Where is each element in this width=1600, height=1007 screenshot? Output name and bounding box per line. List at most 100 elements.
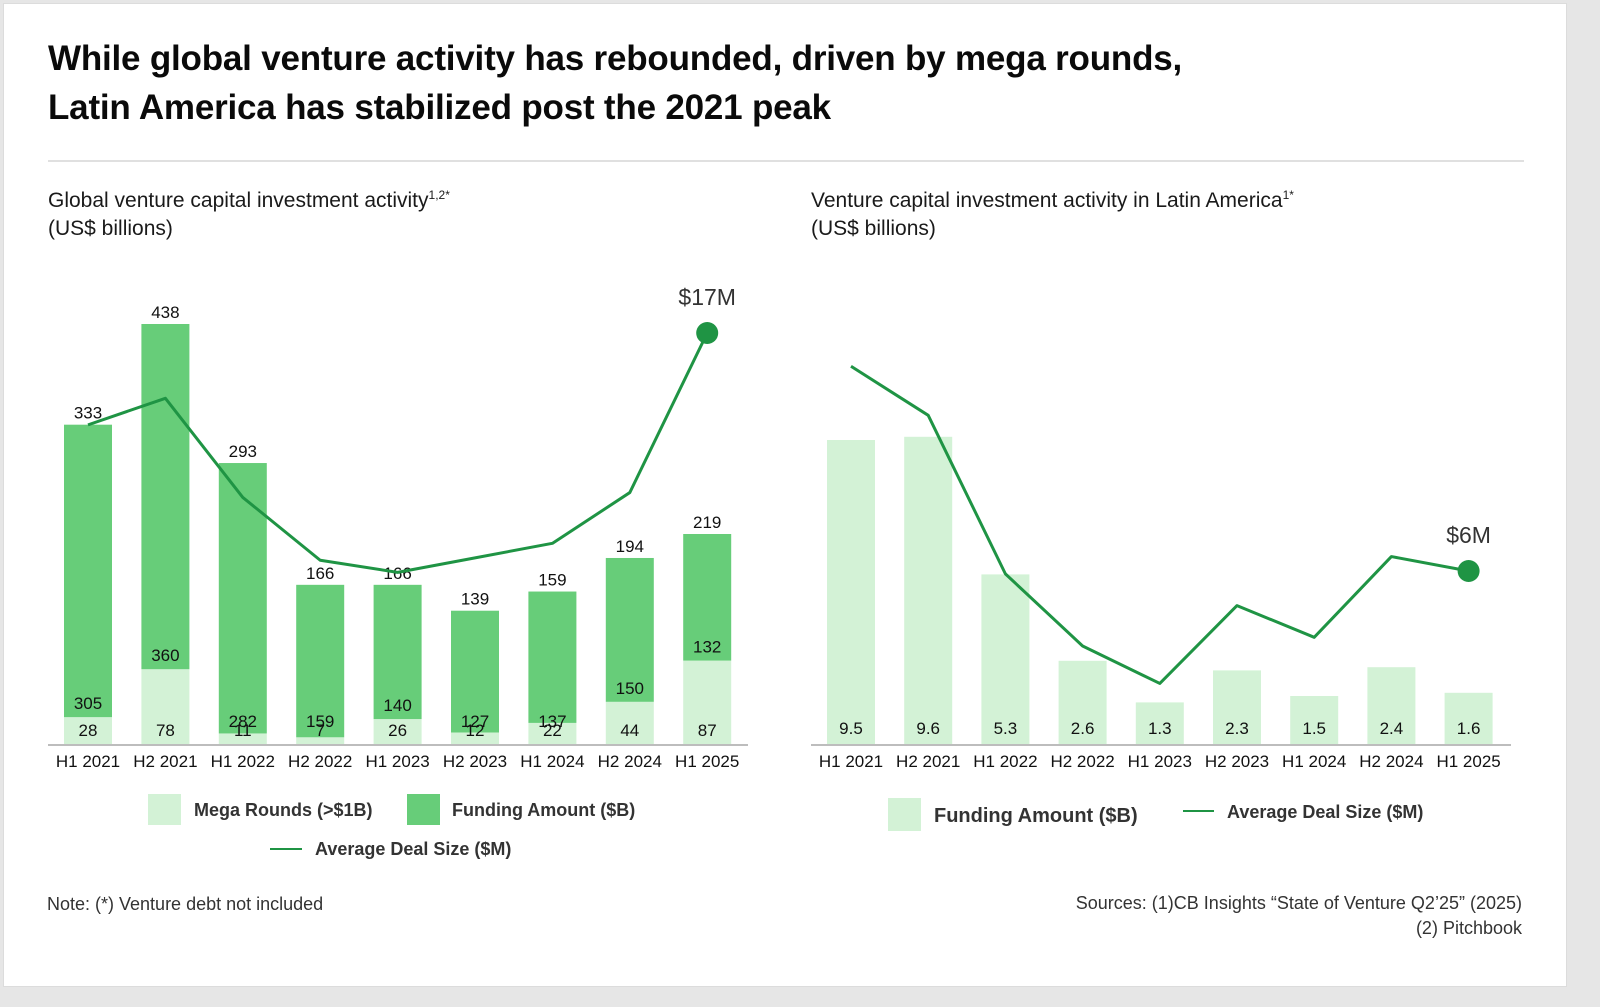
latam-funding-label: 1.3 <box>1148 719 1172 738</box>
mega-rounds-bar <box>605 701 654 744</box>
mega-rounds-bar <box>683 660 732 744</box>
funding-bar <box>141 324 190 670</box>
latam-funding-bar <box>1290 696 1339 744</box>
mega-rounds-label: 22 <box>543 721 562 740</box>
total-label: 139 <box>461 590 489 609</box>
funding-bar <box>451 610 499 733</box>
mega-rounds-bar <box>64 717 112 744</box>
x-tick-label: H1 2022 <box>973 752 1037 771</box>
x-tick-label: H1 2021 <box>56 752 120 771</box>
page-title: While global venture activity has reboun… <box>48 34 1182 132</box>
latam-avg-deal-size-line <box>850 365 1469 685</box>
total-label: 166 <box>306 564 334 583</box>
latam-funding-label: 2.4 <box>1380 719 1404 738</box>
legend-latam-funding-swatch <box>888 798 921 831</box>
mega-rounds-bar <box>218 733 267 744</box>
left-subtitle-text: Global venture capital investment activi… <box>48 189 429 212</box>
funding-label: 127 <box>461 712 489 731</box>
x-tick-label: H1 2021 <box>819 752 883 771</box>
x-tick-label: H2 2023 <box>443 752 507 771</box>
sources: Sources: (1)CB Insights “State of Ventur… <box>1076 891 1522 941</box>
funding-bar <box>218 463 267 734</box>
funding-bar <box>605 557 654 702</box>
avg-deal-size-end-marker <box>696 322 719 344</box>
mega-rounds-bar <box>451 732 499 744</box>
total-label: 194 <box>616 537 644 556</box>
funding-label: 132 <box>693 638 721 657</box>
right-subtitle-footnote: 1* <box>1282 188 1294 202</box>
funding-bar <box>296 584 345 738</box>
mega-rounds-label: 28 <box>79 721 98 740</box>
mega-rounds-bar <box>528 722 577 744</box>
mega-rounds-bar <box>373 719 422 744</box>
total-label: 159 <box>538 571 566 590</box>
total-label: 293 <box>229 442 257 461</box>
latam-funding-label: 1.5 <box>1302 719 1326 738</box>
funding-label: 140 <box>383 696 411 715</box>
mega-rounds-label: 87 <box>698 721 717 740</box>
latam-funding-bar <box>981 574 1030 744</box>
x-tick-label: H1 2023 <box>1128 752 1192 771</box>
total-label: 438 <box>151 303 179 322</box>
latam-funding-bar <box>827 440 875 744</box>
funding-label: 360 <box>151 646 179 665</box>
x-tick-label: H2 2024 <box>1359 752 1423 771</box>
avg-deal-size-end-label: $17M <box>678 284 736 310</box>
mega-rounds-label: 26 <box>388 721 407 740</box>
total-label: 219 <box>693 513 721 532</box>
x-tick-label: H1 2023 <box>365 752 429 771</box>
latam-funding-label: 9.5 <box>839 719 863 738</box>
latam-funding-label: 5.3 <box>994 719 1018 738</box>
mega-rounds-label: 44 <box>620 721 639 740</box>
funding-bar <box>64 424 112 718</box>
latam-avg-deal-size-end-marker <box>1457 560 1480 582</box>
avg-deal-size-line <box>87 332 709 574</box>
legend-latam-funding-label: Funding Amount ($B) <box>934 805 1138 827</box>
funding-label: 137 <box>538 712 566 731</box>
x-tick-label: H2 2021 <box>896 752 960 771</box>
source-1: Sources: (1)CB Insights “State of Ventur… <box>1075 893 1522 913</box>
x-tick-label: H2 2021 <box>133 752 197 771</box>
right-subtitle-unit: (US$ billions) <box>811 217 936 240</box>
latam-funding-bar <box>1058 660 1107 744</box>
mega-rounds-label: 78 <box>156 721 175 740</box>
x-tick-label: H2 2022 <box>288 752 352 771</box>
mega-rounds-label: 11 <box>234 721 252 740</box>
legend-funding-label: Funding Amount ($B) <box>452 800 635 820</box>
x-tick-label: H1 2024 <box>1282 752 1346 771</box>
mega-rounds-label: 12 <box>466 721 485 740</box>
x-tick-label: H1 2025 <box>675 752 739 771</box>
legend-line-label: Average Deal Size ($M) <box>315 839 511 859</box>
latam-funding-bar <box>1213 670 1261 744</box>
x-tick-label: H2 2022 <box>1050 752 1114 771</box>
x-tick-label: H1 2022 <box>211 752 275 771</box>
funding-label: 305 <box>74 694 102 713</box>
latam-funding-label: 2.3 <box>1225 719 1249 738</box>
x-tick-label: H1 2024 <box>520 752 584 771</box>
x-tick-label: H2 2023 <box>1205 752 1269 771</box>
left-chart-subtitle: Global venture capital investment activi… <box>48 181 450 243</box>
latam-funding-label: 2.6 <box>1071 719 1095 738</box>
right-subtitle-text: Venture capital investment activity in L… <box>811 189 1283 212</box>
legend-latam-line-label: Average Deal Size ($M) <box>1227 802 1423 822</box>
x-tick-label: H2 2024 <box>598 752 662 771</box>
total-label: 333 <box>74 404 102 423</box>
funding-bar <box>528 591 577 723</box>
mega-rounds-bar <box>296 737 345 744</box>
latam-funding-bar <box>904 436 953 744</box>
funding-label: 150 <box>616 679 644 698</box>
legend-funding-swatch <box>407 794 440 825</box>
source-2: (2) Pitchbook <box>1415 918 1522 938</box>
funding-label: 159 <box>306 712 334 731</box>
legend-mega-swatch <box>148 794 181 825</box>
latam-funding-label: 9.6 <box>916 719 940 738</box>
mega-rounds-label: 7 <box>315 721 324 740</box>
funding-bar <box>373 584 422 720</box>
left-subtitle-unit: (US$ billions) <box>48 217 173 240</box>
latam-funding-label: 1.6 <box>1457 719 1481 738</box>
x-tick-label: H1 2025 <box>1436 752 1500 771</box>
right-chart-subtitle: Venture capital investment activity in L… <box>811 181 1294 243</box>
footnote: Note: (*) Venture debt not included <box>47 894 324 914</box>
legend-mega-label: Mega Rounds (>$1B) <box>194 800 373 820</box>
